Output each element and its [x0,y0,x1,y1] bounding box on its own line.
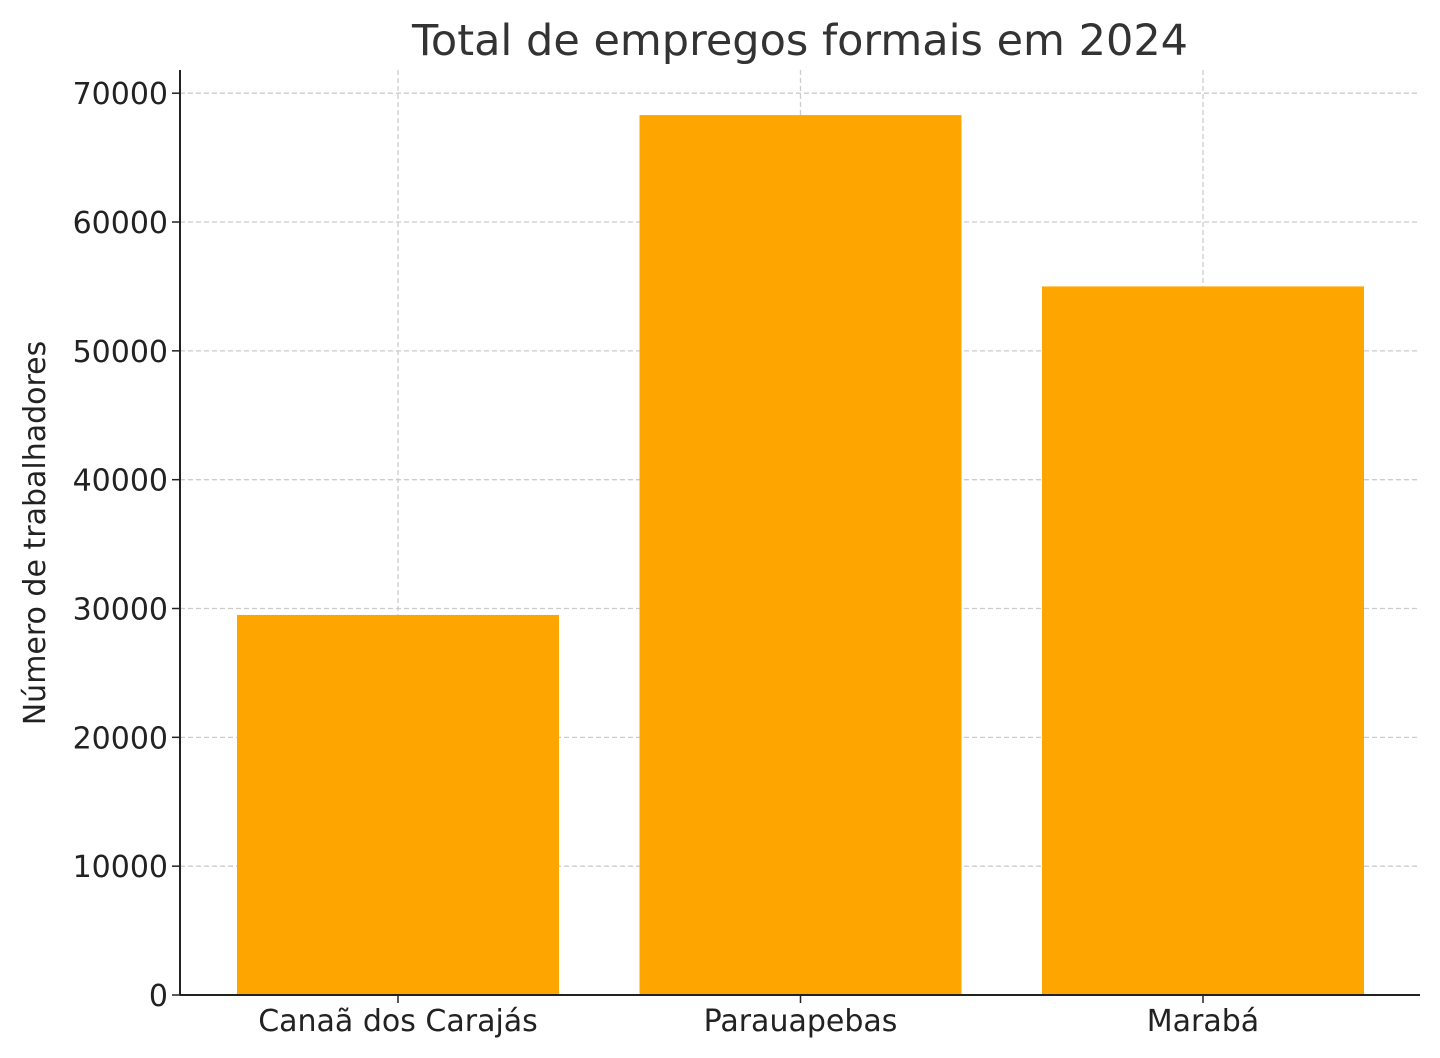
x-tick-label: Marabá [1147,1004,1259,1039]
y-tick-label: 10000 [73,850,168,885]
x-tick-label: Canaã dos Carajás [258,1004,538,1039]
bar [639,115,962,996]
y-tick-label: 20000 [73,721,168,756]
y-tick-label: 30000 [73,593,168,628]
chart-title: Total de empregos formais em 2024 [411,16,1188,66]
x-axis-ticks: Canaã dos Carajás Parauapebas Marabá [258,995,1259,1039]
bar [237,614,559,995]
y-axis-ticks: 0 10000 20000 30000 40000 50000 60000 70000 [73,77,180,1014]
x-tick-label: Parauapebas [704,1004,898,1039]
y-tick-label: 70000 [73,77,168,112]
y-axis-label: Número de trabalhadores [18,341,53,726]
bar [1042,286,1364,995]
y-tick-label: 50000 [73,335,168,370]
y-tick-label: 0 [149,979,168,1014]
y-tick-label: 40000 [73,464,168,499]
bars [237,115,1364,996]
y-tick-label: 60000 [73,206,168,241]
